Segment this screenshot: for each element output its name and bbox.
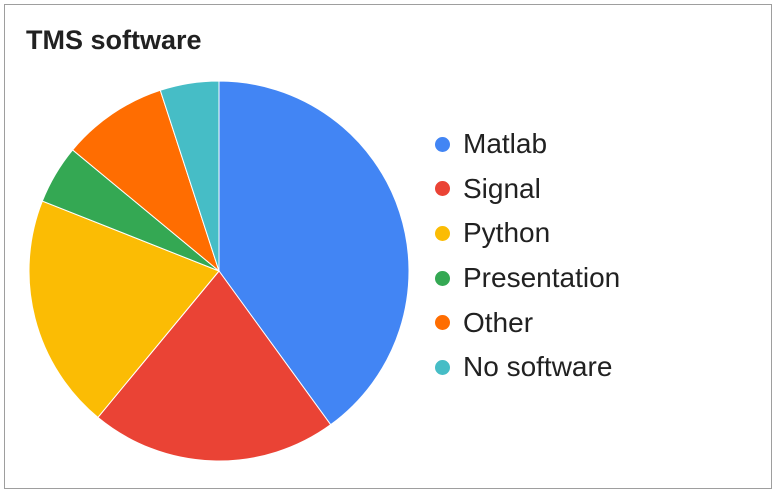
legend-label: Presentation [463,262,621,294]
legend-label: Matlab [463,128,548,160]
chart-title: TMS software [26,25,202,55]
legend-label: Signal [463,172,541,204]
pie-slice-signal [97,270,332,462]
pie-slices [28,80,410,462]
legend-label: Python [463,217,551,249]
legend-item-python: Python [435,211,620,256]
legend-item-no-software: No software [435,345,620,390]
legend-swatch [435,225,450,241]
legend-label: No software [463,351,613,383]
pie-slice-other [71,89,221,273]
pie-slice-matlab [218,80,410,426]
chart-legend: Matlab Signal Python Presentation Other No so… [435,122,620,390]
legend-item-other: Other [435,300,620,345]
pie-slice-no-software [159,80,220,272]
legend-swatch [435,315,450,331]
pie-slice-python [28,200,220,419]
legend-label: Other [463,306,534,338]
legend-swatch [435,270,450,286]
legend-item-signal: Signal [435,167,620,212]
legend-swatch [435,136,450,152]
legend-swatch [435,181,450,197]
legend-item-matlab: Matlab [435,122,620,167]
legend-item-presentation: Presentation [435,256,620,301]
legend-swatch [435,359,450,375]
